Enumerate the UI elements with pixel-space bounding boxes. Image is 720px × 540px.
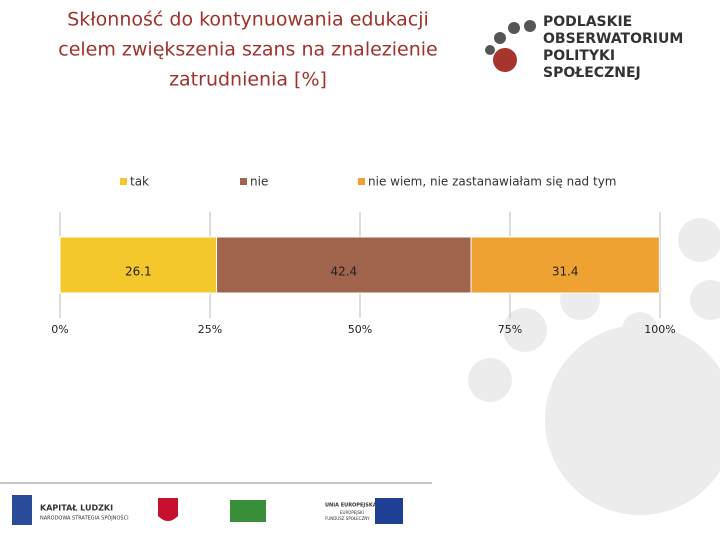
x-tick-label: 0% xyxy=(51,323,68,336)
logo-line: SPOŁECZNEJ xyxy=(543,65,641,81)
x-tick-label: 75% xyxy=(498,323,522,336)
data-label: 42.4 xyxy=(330,265,357,279)
data-label: 31.4 xyxy=(552,265,579,279)
legend-swatch xyxy=(240,178,247,185)
footer-logo-text: FUNDUSZ SPOŁECZNY xyxy=(325,516,370,521)
legend-label: tak xyxy=(130,175,149,189)
background-sun xyxy=(468,218,720,515)
logo-text: PODLASKIE OBSERWATORIUM POLITYKI SPOŁECZNEJ xyxy=(543,14,683,81)
legend-label: nie wiem, nie zastanawiałam się nad tym xyxy=(368,175,616,189)
footer-logo-text: EUROPEJSKI xyxy=(340,510,364,515)
logo: PODLASKIE OBSERWATORIUM POLITYKI SPOŁECZNEJ xyxy=(485,14,683,81)
x-tick-label: 25% xyxy=(198,323,222,336)
chart-title: zatrudnienia [%] xyxy=(169,69,327,91)
x-tick-label: 50% xyxy=(348,323,372,336)
bar-segment xyxy=(216,236,472,294)
chart-title: Skłonność do kontynuowania edukacji xyxy=(67,9,429,31)
logo-line: POLITYKI xyxy=(543,48,615,64)
x-tick-label: 100% xyxy=(644,323,675,336)
logo-line: PODLASKIE xyxy=(543,14,632,30)
legend-label: nie xyxy=(250,175,268,189)
bar-segment xyxy=(470,236,660,294)
data-label: 26.1 xyxy=(125,265,152,279)
footer-logo-text: UNIA EUROPEJSKA xyxy=(325,503,377,509)
bar-segment xyxy=(59,236,218,294)
footer-logo-text: NARODOWA STRATEGIA SPÓJNOŚCI xyxy=(40,515,129,522)
logo-line: OBSERWATORIUM xyxy=(543,31,683,47)
legend-swatch xyxy=(120,178,127,185)
footer-logos: KAPITAŁ LUDZKI NARODOWA STRATEGIA SPÓJNO… xyxy=(12,495,403,525)
legend-swatch xyxy=(358,178,365,185)
chart-title: celem zwiększenia szans na znalezienie xyxy=(58,39,438,61)
footer-logo-text: KAPITAŁ LUDZKI xyxy=(40,504,113,513)
